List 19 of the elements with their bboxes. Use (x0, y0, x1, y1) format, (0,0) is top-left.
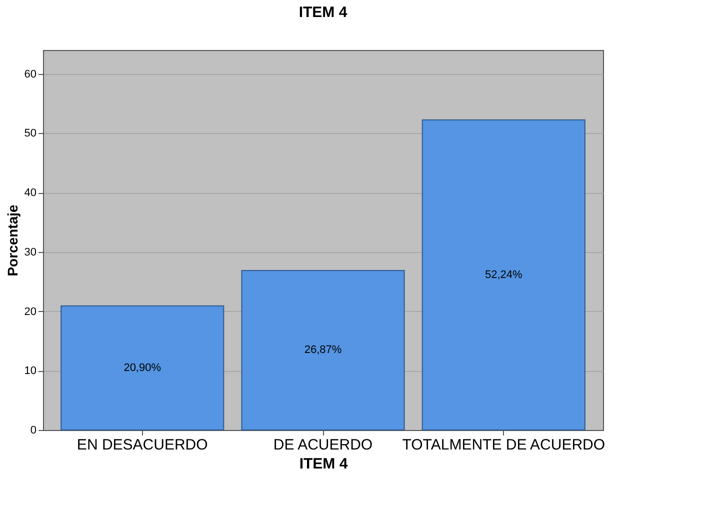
x-axis-title: ITEM 4 (299, 456, 348, 472)
y-tick-label: 30 (24, 246, 36, 258)
y-tick-label: 40 (24, 187, 36, 199)
y-tick-label: 10 (24, 365, 36, 378)
y-tick-label: 20 (24, 306, 36, 318)
y-tick-label: 0 (30, 424, 36, 436)
bar (241, 270, 405, 430)
x-tick-label: DE ACUERDO (273, 436, 373, 454)
chart-title: ITEM 4 (298, 4, 348, 21)
bar (60, 305, 224, 430)
data-label: 20,90% (124, 362, 162, 374)
x-tick-label: EN DESACUERDO (76, 436, 208, 454)
bar (422, 119, 586, 430)
x-tick-label: TOTALMENTE DE ACUERDO (402, 436, 606, 454)
y-axis-title: Porcentaje (4, 204, 20, 276)
y-tick-label: 50 (24, 128, 36, 140)
data-label: 26,87% (304, 344, 342, 356)
data-label: 52,24% (484, 268, 523, 281)
y-tick-label: 60 (24, 68, 36, 80)
